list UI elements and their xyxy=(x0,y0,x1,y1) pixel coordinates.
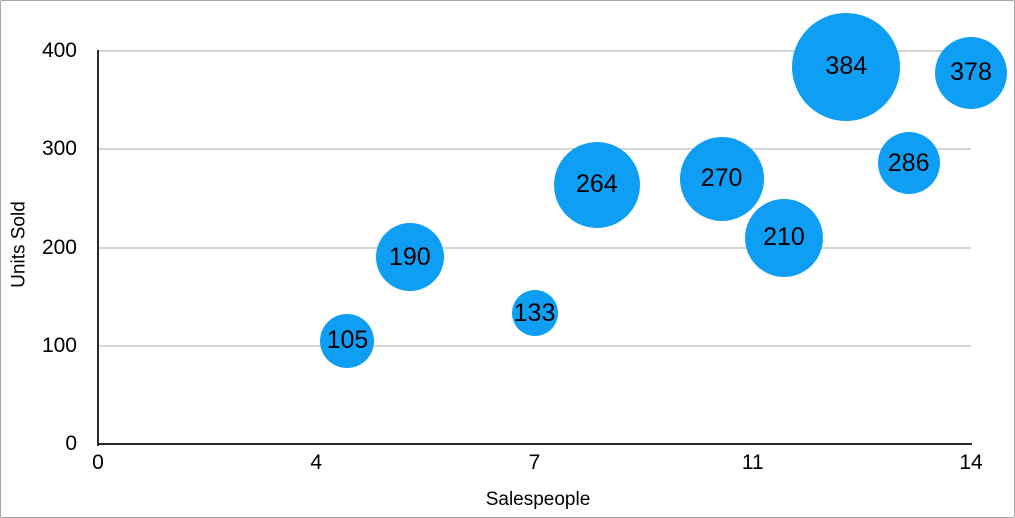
bubble-label: 190 xyxy=(388,242,431,271)
bubble-label: 286 xyxy=(887,148,930,177)
bubble-190[interactable]: 190 xyxy=(375,223,444,292)
bubble-133[interactable]: 133 xyxy=(511,290,558,337)
bubble-105[interactable]: 105 xyxy=(320,313,375,368)
bubble-label: 384 xyxy=(825,52,868,81)
gridline-400 xyxy=(98,50,971,52)
x-axis-title: Salespeople xyxy=(485,489,591,510)
bubble-label: 105 xyxy=(326,326,369,355)
bubble-label: 378 xyxy=(950,58,992,87)
y-tick-label-200: 200 xyxy=(41,235,77,259)
bubble-label: 133 xyxy=(513,298,556,327)
bubble-384[interactable]: 384 xyxy=(792,12,901,121)
y-tick-label-0: 0 xyxy=(65,432,77,455)
x-tick-label-11: 11 xyxy=(741,451,764,474)
bubble-210[interactable]: 210 xyxy=(744,198,823,277)
bubble-label: 210 xyxy=(763,223,805,252)
bubble-label: 270 xyxy=(700,164,743,193)
x-axis-line xyxy=(97,443,972,445)
y-tick-label-400: 400 xyxy=(41,39,77,62)
y-tick-label-300: 300 xyxy=(41,137,77,161)
x-tick-label-0: 0 xyxy=(92,451,104,474)
bubble-label: 264 xyxy=(575,170,618,199)
gridline-300 xyxy=(98,148,971,151)
gridline-200 xyxy=(98,246,971,249)
bubble-378[interactable]: 378 xyxy=(935,36,1007,109)
bubble-270[interactable]: 270 xyxy=(679,136,764,221)
x-tick-label-14: 14 xyxy=(959,451,983,474)
bubble-286[interactable]: 286 xyxy=(877,132,940,194)
y-axis-line xyxy=(97,50,99,446)
y-tick-label-100: 100 xyxy=(41,333,77,357)
x-tick-label-4: 4 xyxy=(310,451,323,474)
bubble-264[interactable]: 264 xyxy=(553,141,640,228)
gridline-100 xyxy=(98,344,971,347)
x-tick-label-7: 7 xyxy=(528,451,541,474)
